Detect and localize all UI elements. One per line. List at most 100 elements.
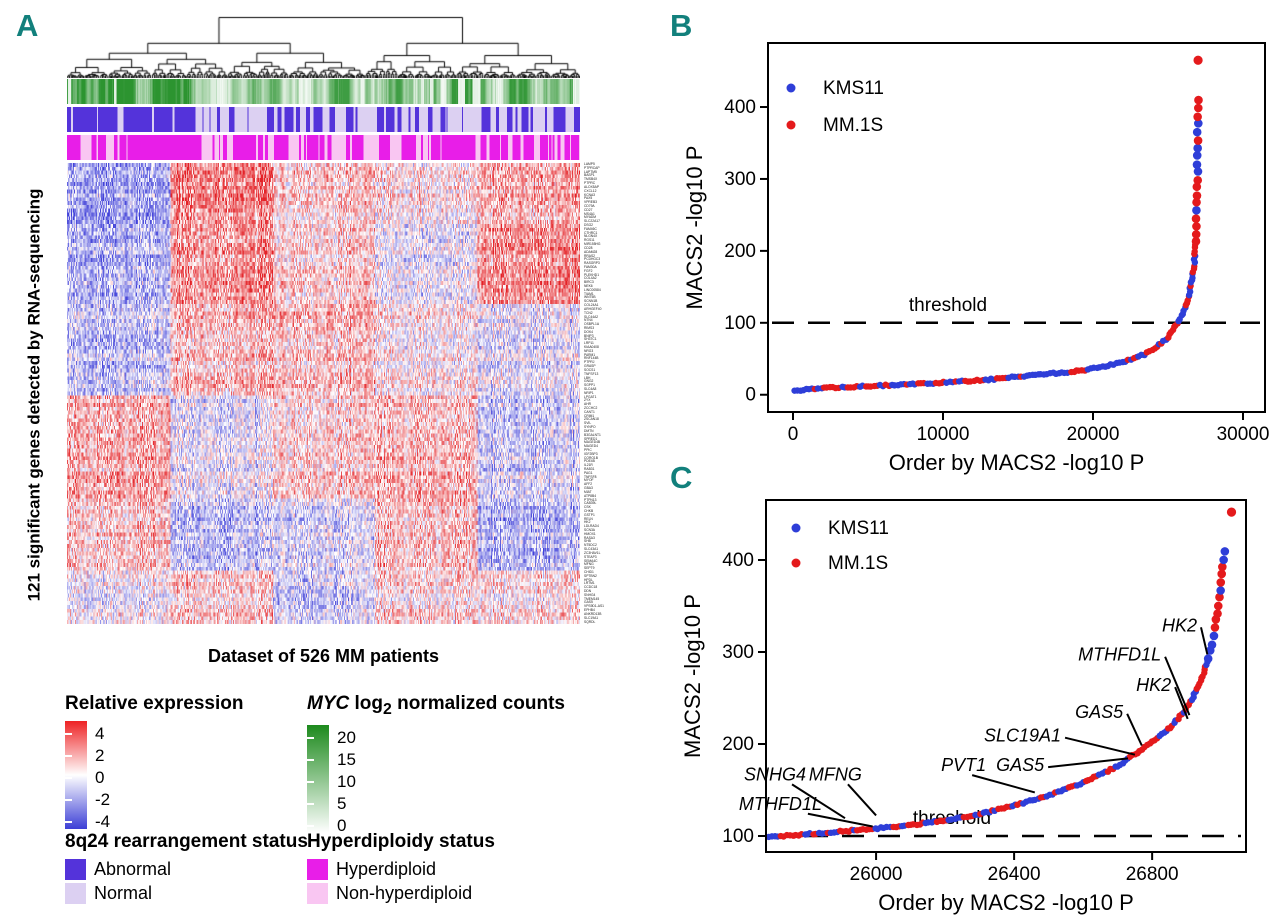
legend-myc-counts-title: MYC log2 normalized counts [307,693,565,718]
colorbar-tick-label: 5 [337,793,347,813]
legend-hyperdiploidy-title: Hyperdiploidy status [307,831,495,852]
legend-entry-label: Hyperdiploid [336,859,437,879]
colorbar-tick-label: 15 [337,749,356,769]
gene-label: NRIP1 [584,390,594,395]
gene-label: RNF144B [584,356,599,361]
y-tick-label: 100 [724,313,756,334]
gene-label: LPGAT1 [584,394,597,399]
gene-label: FAM46C [584,226,597,231]
gene-label: EPHB4 [584,608,595,613]
gene-label: CANT1 [584,409,595,414]
gene-label: NEK6 [584,284,593,288]
gene-label: AFF2 [584,482,593,487]
x-tick-label: 20000 [1067,424,1120,445]
y-tick-label: 100 [722,826,754,847]
y-axis-title: MACS2 -log10 P [682,146,707,310]
plot-box [767,42,1266,413]
legend-label: MM.1S [828,553,888,574]
colorbar-tick [307,758,314,761]
gene-label: PCDHGC3 [584,257,601,262]
gene-annotation-line [1126,713,1143,746]
legend-label: KMS11 [823,78,884,99]
y-tick-label: 200 [722,734,754,755]
gene-label: IL21R [584,463,593,468]
outlier-dot [1226,507,1237,517]
gene-label: SLC19A1 [584,615,599,620]
legend-8q24-status: 8q24 rearrangement status Abnormal Normal [65,831,308,907]
gene-label: CCDC18 [584,585,598,590]
outlier-dot [1193,55,1203,65]
gene-annotation-line [847,783,877,817]
x-axis-title: Order by MACS2 -log10 P [889,450,1145,475]
gene-label: ARHGEF40 [584,306,602,311]
gene-label: MAGED4 [584,444,598,449]
gene-label: COL4A2 [584,276,597,281]
colorbar-tick-label: 0 [95,768,105,787]
gene-annotation-label: HK2 [1136,675,1171,695]
gene-label: VPS9D1-AS1 [584,604,604,609]
gene-label: CD27 [584,207,593,212]
x-tick-label: 26000 [850,864,903,885]
gene-label: NLGN4X [584,234,598,239]
gene-label: SGPP1 [584,383,595,388]
gene-label: HK2 [584,520,591,525]
gene-label: ALOX5AP [584,184,600,189]
gene-label: KIAA0408 [584,345,599,349]
gene-label: TMEM145 [584,596,600,601]
gene-label: ZYX [584,398,591,403]
gene-annotation-label: PVT1 [941,755,986,775]
gene-label: HMOX1 [584,531,596,536]
gene-label: CORO1B [584,455,598,460]
gene-annotation-line [1048,757,1129,769]
y-tick-label: 300 [722,642,754,663]
gene-label: HPDL [584,577,593,582]
gene-label: SOCS1 [584,367,596,372]
legend-dot-MM.1S [791,558,801,568]
gene-label: SPRED1 [584,436,598,441]
expression-heatmap [67,163,580,624]
gene-label: RIMS3 [584,325,595,330]
gene-label: RRAS2 [584,253,595,258]
gene-annotation-line [807,812,873,828]
gene-label: SNHG4 [584,592,596,597]
gene-label: SLC44A2 [584,314,599,319]
gene-label: SQRDL [584,619,596,624]
gene-label: RAB31 [584,467,595,471]
gene-label: LAPTM5 [584,169,597,174]
legend-entry-label: Abnormal [94,859,172,879]
relative-expression-colorbar [65,721,87,829]
y-tick-label: 300 [724,169,756,190]
colorbar-tick [65,733,72,735]
gene-label: PTPRJ [584,360,595,365]
gene-label: GSTP1 [584,512,595,517]
legend-dot-KMS11 [786,83,796,93]
colorbar-tick-label: 20 [337,727,356,747]
gene-label: LRTM1 [584,581,595,586]
gene-label: SCN3A [584,528,595,532]
gene-annotation-label: SNHG4 [744,764,806,784]
gene-label: CXCL12 [584,188,597,193]
plot-box [765,499,1247,853]
x-tick-label: 0 [788,424,799,445]
legend-entry-label: Normal [94,883,153,903]
gene-label: PARM1 [584,352,596,357]
legend-entry: Abnormal [65,859,308,880]
panel-c-letter: C [670,460,693,495]
legend-swatch [307,883,328,904]
heatmap-caption: Dataset of 526 MM patients [207,646,440,666]
legend-label: MM.1S [823,115,883,136]
y-axis-title: MACS2 -log10 P [680,594,705,758]
gene-annotation-label: SLC19A1 [984,726,1061,746]
gene-annotation-label: MFNG [809,764,862,784]
y-tick-label: 400 [722,550,754,571]
gene-label: COL24A1 [584,303,599,308]
colorbar-tick-label: -4 [95,812,111,831]
gene-label: STEAP3 [584,554,597,559]
colorbar-tick [65,755,72,757]
gene-label: AHR [584,402,591,407]
gene-label: MIAT [584,489,592,494]
gene-label: TMSB4X [584,177,598,182]
colorbar-tick [307,780,314,783]
gene-label: SCNN1B [584,299,598,304]
